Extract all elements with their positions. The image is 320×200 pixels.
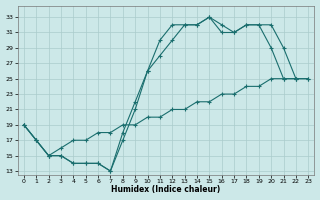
X-axis label: Humidex (Indice chaleur): Humidex (Indice chaleur) (111, 185, 221, 194)
